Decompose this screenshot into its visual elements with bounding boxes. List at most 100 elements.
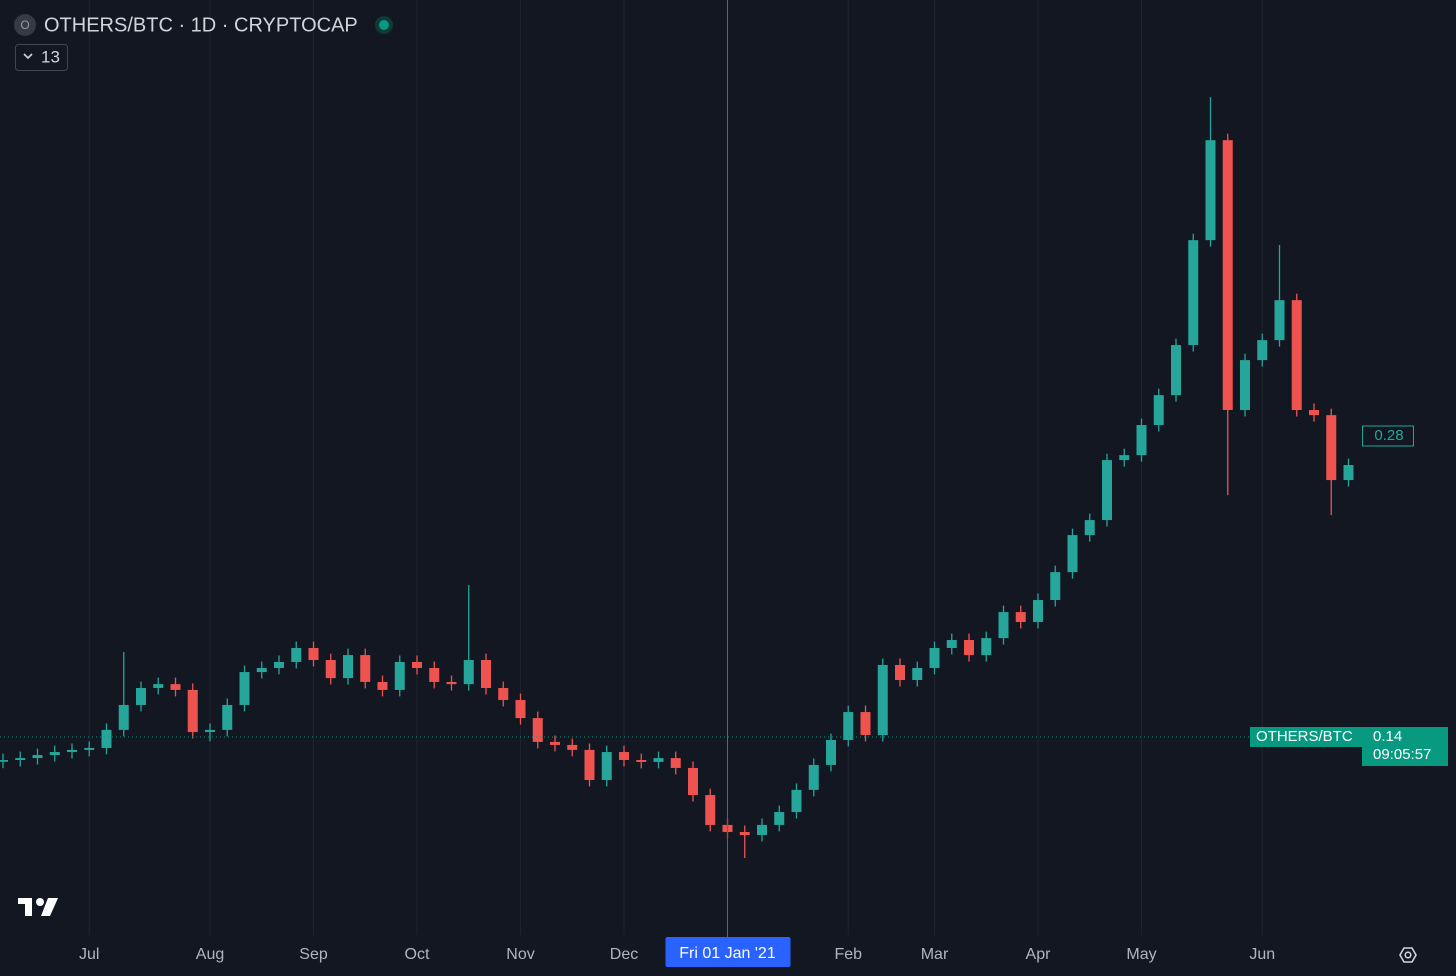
candle-body [1153, 395, 1164, 426]
candle-body [412, 661, 422, 668]
candle-body [205, 729, 215, 733]
candle-body [222, 704, 233, 730]
candle-body [377, 681, 388, 690]
grid [88, 0, 1263, 935]
candle-body [84, 747, 95, 750]
logo-part [36, 898, 44, 906]
x-tick-label: Apr [1026, 946, 1052, 963]
candle-body [1033, 600, 1043, 622]
candle-body [1291, 300, 1302, 410]
header: O OTHERS/BTC · 1D · CRYPTOCAP 13 [14, 14, 393, 71]
candle-body [1343, 465, 1354, 481]
candle-body [0, 759, 8, 762]
candle-body [757, 824, 767, 836]
x-tick-label: Mar [921, 946, 949, 963]
candle-body [498, 687, 509, 701]
candle-body [1274, 300, 1285, 341]
x-tick-label: Aug [196, 946, 224, 963]
crosshair-label: Fri 01 Jan '21 [679, 945, 776, 962]
candle-body [463, 660, 474, 685]
candle-body [636, 759, 647, 762]
candle-body [1257, 340, 1268, 361]
candle-body [394, 661, 405, 690]
candle-body [584, 749, 595, 780]
candle-body [705, 795, 716, 825]
candle-body [739, 832, 750, 836]
candle-body [256, 667, 267, 673]
indicator-toggle[interactable] [15, 44, 68, 71]
candle-body [153, 684, 164, 688]
candle-body [187, 689, 198, 733]
candle-body [808, 764, 819, 790]
tv-logo [18, 898, 58, 916]
candle-body [32, 755, 43, 759]
candle-body [274, 661, 284, 668]
candle-body [515, 700, 526, 719]
x-tick-label: Jun [1249, 946, 1275, 963]
candle-body [860, 712, 871, 736]
candle-body [981, 638, 992, 656]
candle-body [1309, 409, 1319, 416]
candle-body [774, 812, 785, 825]
candle-body [653, 758, 664, 762]
candle-body [895, 664, 905, 681]
symbol-icon-bg [14, 14, 36, 36]
candle-body [1240, 360, 1250, 410]
x-tick-label: Feb [834, 946, 862, 963]
status-dot[interactable] [379, 20, 389, 30]
candle-body [67, 749, 77, 753]
candle-body [1136, 425, 1147, 456]
candle-body [601, 752, 612, 780]
candle-body [429, 667, 440, 682]
candle-body [360, 655, 371, 682]
candle-body [998, 612, 1009, 639]
candle-body [49, 752, 60, 756]
candle-body [343, 655, 353, 679]
logo-part [25, 898, 32, 916]
chevron-icon [23, 53, 33, 60]
candle-body [446, 681, 457, 685]
price-name: OTHERS/BTC [1256, 728, 1353, 745]
candle-body [239, 672, 250, 705]
candle-body [550, 741, 560, 745]
symbol-icon: O [20, 18, 29, 32]
candle-body [619, 752, 629, 760]
candle-body [308, 647, 319, 661]
settings-icon[interactable] [1399, 947, 1417, 963]
candle-body [1119, 455, 1130, 461]
x-tick-label: Dec [610, 946, 638, 963]
x-tick-label: Nov [506, 946, 534, 963]
candle-body [1102, 460, 1112, 521]
x-tick-label: Oct [405, 946, 430, 963]
candle-body [1205, 140, 1216, 241]
candle-body [1084, 520, 1095, 536]
candle-body [912, 667, 923, 681]
plot [0, 97, 1354, 859]
indicator-count: 13 [41, 47, 60, 66]
settings-hex[interactable] [1399, 947, 1417, 963]
candle-body [170, 684, 181, 690]
candle-body [291, 647, 302, 662]
price-value: 0.14 [1373, 728, 1402, 745]
chart-title: OTHERS/BTC · 1D · CRYPTOCAP [44, 14, 358, 36]
candle-body [688, 767, 698, 796]
candle-body [1188, 240, 1199, 346]
candle-body [1067, 535, 1078, 573]
settings-hole [1404, 951, 1412, 959]
marker-label: 0.28 [1374, 427, 1403, 444]
crosshair-label-bg [665, 937, 791, 967]
price-value-bg [1362, 726, 1448, 766]
candle-body [101, 729, 112, 748]
candle-body [964, 640, 974, 656]
candle-body [670, 758, 681, 768]
candle-body [877, 664, 888, 736]
marker-box [1362, 425, 1414, 447]
candle-body [15, 758, 26, 760]
candle-body [136, 687, 146, 705]
x-tick-label: Sep [299, 946, 328, 963]
candle-body [1222, 140, 1233, 410]
candle-body [118, 704, 129, 730]
candle-body [1171, 345, 1181, 396]
